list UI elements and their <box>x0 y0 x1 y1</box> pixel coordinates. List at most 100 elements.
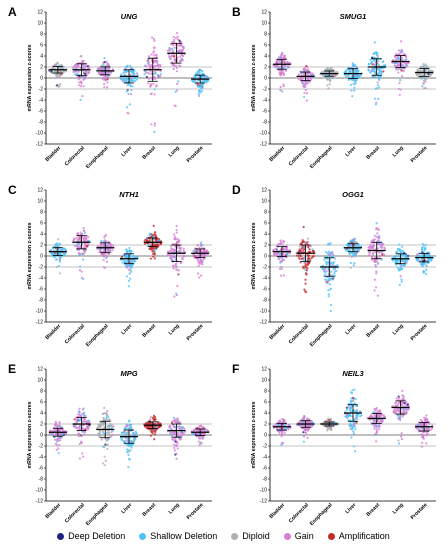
data-point <box>301 424 304 427</box>
data-point <box>299 254 302 257</box>
data-point <box>377 237 380 240</box>
data-point <box>393 412 396 415</box>
data-point <box>199 258 202 261</box>
y-axis-label: mRNA expression z-scores <box>27 222 33 289</box>
data-point <box>369 58 372 61</box>
data-point <box>297 255 300 258</box>
data-point <box>308 261 311 264</box>
data-point <box>129 440 132 443</box>
data-point <box>421 69 424 72</box>
category-label: Bladder <box>268 502 286 520</box>
data-point <box>130 446 133 449</box>
data-point <box>373 259 376 262</box>
data-point <box>373 425 376 428</box>
data-point <box>61 432 64 435</box>
data-point <box>306 263 310 266</box>
data-point <box>323 258 326 262</box>
data-point <box>146 244 150 247</box>
data-point <box>353 262 356 265</box>
data-point <box>281 71 285 74</box>
data-point <box>279 85 282 89</box>
data-point <box>424 69 427 72</box>
data-point <box>82 277 85 280</box>
data-point <box>103 61 106 64</box>
data-point <box>83 229 86 233</box>
data-point <box>382 70 385 73</box>
data-point <box>378 254 381 258</box>
data-point <box>397 49 401 52</box>
data-point <box>57 264 61 268</box>
data-point <box>354 425 357 428</box>
data-point <box>108 418 111 421</box>
data-point <box>197 92 200 96</box>
data-point <box>379 75 382 78</box>
data-point <box>177 44 180 47</box>
data-point <box>375 440 378 443</box>
y-tick-label: 0 <box>264 433 267 439</box>
data-point <box>149 257 152 260</box>
data-point <box>396 414 399 417</box>
data-point <box>58 82 62 86</box>
data-point <box>198 71 201 74</box>
data-point <box>324 254 327 257</box>
category-label: Prostate <box>410 145 429 164</box>
data-point <box>421 262 424 265</box>
category-points <box>192 241 210 279</box>
data-point <box>324 278 327 281</box>
data-point <box>175 32 179 35</box>
data-point <box>399 67 402 70</box>
data-point <box>429 259 433 262</box>
data-point <box>80 233 83 236</box>
data-point <box>103 57 106 60</box>
data-point <box>132 440 135 443</box>
category-label: Liver <box>344 502 357 515</box>
gene-title: MPG <box>120 369 137 378</box>
data-point <box>377 71 380 75</box>
data-point <box>57 447 60 450</box>
data-point <box>367 68 370 71</box>
data-point <box>327 250 330 253</box>
data-point <box>53 245 57 248</box>
data-point <box>372 52 375 56</box>
data-point <box>312 254 315 258</box>
data-point <box>80 434 83 438</box>
data-point <box>106 447 109 451</box>
data-point <box>347 78 350 81</box>
data-point <box>398 417 401 420</box>
y-tick-label: -12 <box>36 499 43 505</box>
data-point <box>179 44 182 47</box>
y-tick-label: -10 <box>36 131 43 137</box>
data-point <box>329 309 332 312</box>
data-point <box>370 415 374 419</box>
data-point <box>175 452 178 455</box>
data-point <box>284 248 288 251</box>
data-point <box>400 278 403 281</box>
data-point <box>352 83 355 86</box>
y-axis-label: mRNA expression z-scores <box>251 401 257 468</box>
data-point <box>399 88 402 91</box>
data-point <box>280 260 283 263</box>
data-point <box>280 90 284 93</box>
data-point <box>281 248 285 251</box>
data-point <box>196 85 200 88</box>
data-point <box>125 106 129 109</box>
data-point <box>400 40 403 43</box>
data-point <box>277 423 281 426</box>
data-point <box>128 246 131 250</box>
data-point <box>83 420 86 423</box>
data-point <box>129 449 132 452</box>
data-point <box>99 68 102 71</box>
data-point <box>83 433 86 436</box>
data-point <box>325 71 328 74</box>
data-point <box>331 255 334 258</box>
data-point <box>401 398 404 401</box>
data-point <box>302 82 305 85</box>
y-tick-label: -2 <box>39 87 44 93</box>
data-point <box>81 67 84 70</box>
data-point <box>279 60 282 64</box>
data-point <box>355 410 358 413</box>
gene-title: SMUG1 <box>340 12 367 21</box>
data-point <box>176 442 179 445</box>
y-tick-label: -6 <box>39 287 44 293</box>
data-point <box>280 53 284 56</box>
